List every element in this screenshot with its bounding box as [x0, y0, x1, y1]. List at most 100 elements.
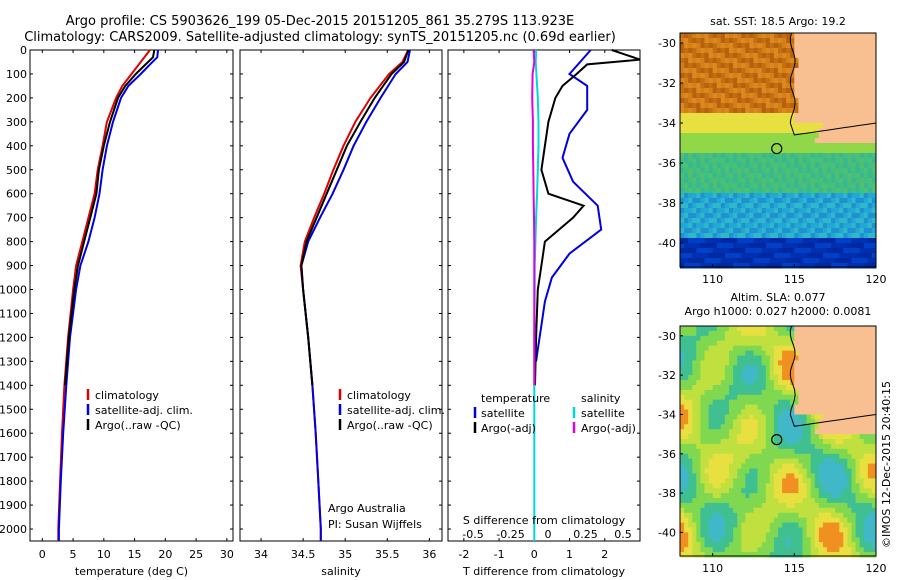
map-cell — [720, 360, 726, 366]
map-cell — [806, 537, 812, 543]
map-cell — [684, 488, 689, 494]
map-cell — [761, 335, 767, 342]
map-cell — [810, 33, 816, 39]
map-cell — [859, 517, 865, 524]
map-cell — [835, 238, 840, 244]
map-cell — [790, 248, 795, 254]
map-cell — [790, 439, 795, 445]
map-cell — [729, 83, 734, 89]
map-cell — [753, 385, 759, 391]
map-cell — [700, 263, 705, 269]
map-cell — [782, 537, 787, 543]
map-cell — [786, 463, 791, 469]
map-cell — [773, 493, 779, 499]
map-cell — [680, 409, 685, 415]
map-cell — [680, 78, 685, 84]
map-cell — [806, 143, 812, 149]
map-cell — [733, 258, 738, 264]
map-cell — [680, 93, 685, 99]
map-cell — [716, 419, 722, 425]
map-cell — [802, 133, 808, 139]
map-cell — [851, 203, 857, 209]
map-cell — [700, 498, 705, 504]
map-cell — [831, 463, 836, 469]
map-cell — [720, 537, 726, 543]
map-cell — [769, 517, 775, 524]
map-cell — [839, 448, 844, 455]
map-cell — [680, 183, 685, 189]
map-cell — [835, 483, 840, 489]
map-cell — [684, 58, 689, 64]
map-cell — [835, 380, 840, 386]
map-cell — [692, 429, 697, 435]
map-cell — [765, 498, 771, 504]
map-cell — [863, 143, 869, 149]
map-cell — [708, 326, 714, 332]
map-cell — [835, 93, 840, 99]
map-cell — [835, 73, 840, 79]
map-cell — [794, 253, 799, 259]
map-cell — [765, 458, 771, 465]
map-cell — [831, 547, 836, 553]
map-cell — [839, 355, 844, 361]
map-cell — [806, 350, 812, 356]
map-cell — [782, 83, 787, 89]
map-cell — [822, 345, 828, 352]
map-cell — [810, 173, 816, 179]
map-cell — [708, 458, 714, 465]
map-cell — [684, 78, 689, 84]
map-cell — [778, 542, 783, 548]
map-cell — [831, 537, 836, 543]
map-cell — [680, 198, 685, 204]
map-cell — [733, 148, 738, 154]
map-cell — [769, 33, 775, 39]
map-cell — [761, 228, 767, 234]
map-cell — [855, 542, 861, 548]
map-cell — [855, 537, 861, 543]
map-cell — [741, 58, 746, 64]
map-cell — [737, 238, 742, 244]
legend-label: satellite-adj. clim. — [95, 404, 193, 417]
map-cell — [822, 233, 828, 239]
map-cell — [782, 93, 787, 99]
map-cell — [827, 537, 832, 543]
map-cell — [745, 517, 750, 524]
map-cell — [806, 483, 812, 489]
map-cell — [782, 78, 787, 84]
map-cell — [741, 463, 746, 469]
map-cell — [778, 203, 783, 209]
map-cell — [867, 263, 873, 269]
map-cell — [688, 193, 693, 199]
map-cell — [749, 168, 754, 174]
map-cell — [712, 448, 718, 455]
map-cell — [827, 98, 832, 104]
map-cell — [851, 53, 857, 59]
map-cell — [851, 213, 857, 219]
map-cell — [831, 108, 836, 114]
map-cell — [835, 128, 840, 134]
map-cell — [688, 463, 693, 469]
map-cell — [831, 53, 836, 59]
map-cell — [818, 178, 824, 184]
map-cell — [782, 73, 787, 79]
map-cell — [708, 233, 714, 239]
map-cell — [749, 488, 754, 494]
map-cell — [859, 263, 865, 269]
map-cell — [867, 404, 873, 410]
map-cell — [745, 53, 750, 59]
map-cell — [871, 88, 877, 94]
map-cell — [859, 434, 865, 440]
map-cell — [724, 53, 730, 59]
map-cell — [786, 193, 791, 199]
map-cell — [810, 385, 816, 391]
map-cell — [688, 404, 693, 410]
map-cell — [692, 512, 697, 519]
map-cell — [847, 414, 852, 420]
map-cell — [822, 158, 828, 164]
map-cell — [729, 228, 734, 234]
map-cell — [814, 118, 820, 124]
map-cell — [839, 360, 844, 366]
map-cell — [814, 522, 820, 528]
map-cell — [802, 203, 808, 209]
map-cell — [737, 213, 742, 219]
